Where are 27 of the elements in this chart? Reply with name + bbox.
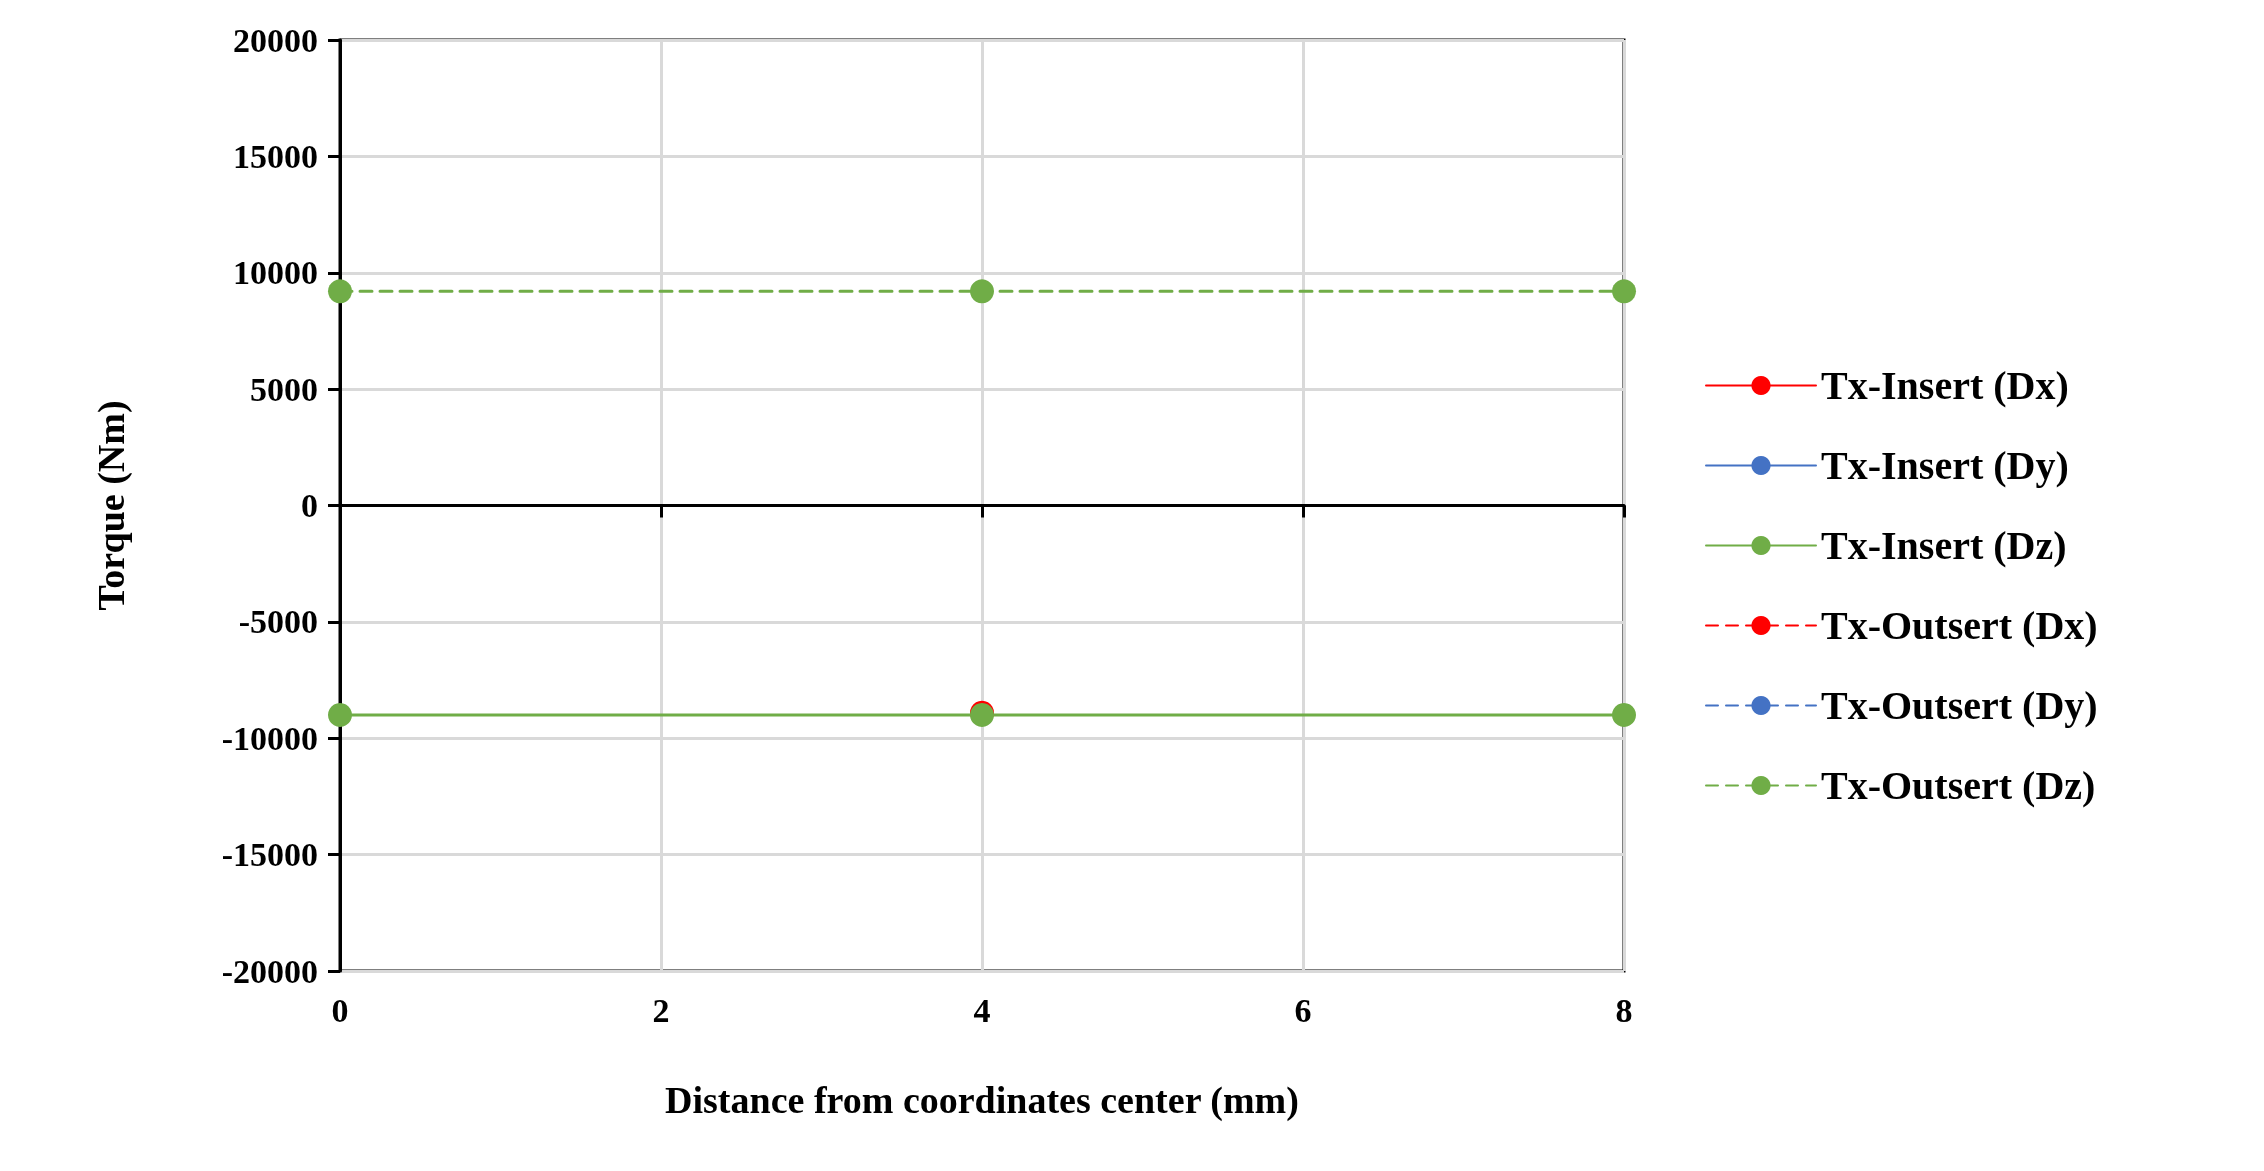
point bbox=[1612, 279, 1636, 304]
x-tick-label: 2 bbox=[652, 991, 670, 1029]
y-tick-label: 10000 bbox=[233, 254, 318, 292]
y-tick-label: 20000 bbox=[233, 21, 318, 59]
legend-label: Tx-Outsert (Dz) bbox=[1821, 763, 2096, 808]
y-tick-label: -20000 bbox=[221, 952, 318, 990]
point bbox=[970, 279, 994, 304]
point bbox=[328, 279, 352, 304]
x-tick-label: 6 bbox=[1294, 991, 1312, 1029]
point bbox=[1612, 702, 1636, 727]
y-tick-label: 15000 bbox=[233, 137, 318, 175]
x-tick-label: 8 bbox=[1615, 991, 1633, 1029]
y-tick-label: 0 bbox=[301, 487, 318, 524]
x-tick-label: 0 bbox=[331, 991, 349, 1029]
y-tick-label: -10000 bbox=[221, 719, 318, 757]
x-tick-label: 4 bbox=[973, 991, 991, 1029]
x-axis-title: Distance from coordinates center (mm) bbox=[665, 1079, 1299, 1122]
legend-label: Tx-Insert (Dy) bbox=[1821, 443, 2069, 488]
legend-label: Tx-Insert (Dz) bbox=[1821, 523, 2067, 568]
legend-label: Tx-Outsert (Dx) bbox=[1821, 603, 2098, 648]
legend-label: Tx-Outsert (Dy) bbox=[1821, 683, 2098, 728]
y-tick-label: -15000 bbox=[221, 836, 318, 874]
point bbox=[328, 702, 352, 727]
y-axis-title: Torque (Nm) bbox=[90, 400, 133, 611]
y-tick-label: 5000 bbox=[250, 370, 318, 408]
legend-label: Tx-Insert (Dx) bbox=[1821, 363, 2069, 408]
y-tick-label: -5000 bbox=[238, 603, 318, 641]
